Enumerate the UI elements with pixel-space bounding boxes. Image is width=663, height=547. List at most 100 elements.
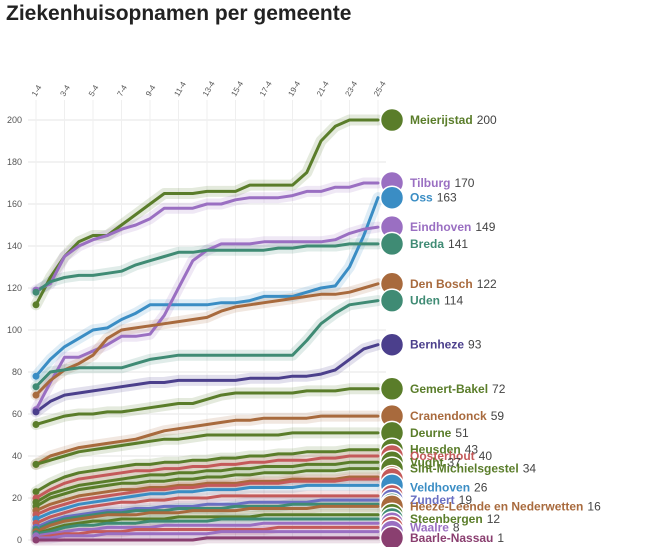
- series-end-label: Gemert-Bakel: [410, 382, 488, 396]
- series-end-value: 37: [448, 455, 462, 469]
- series-end-label: Tilburg: [410, 176, 450, 190]
- series-end-value: 170: [454, 176, 474, 190]
- series-end-label: Vught: [410, 455, 444, 469]
- series-end-value: 141: [448, 237, 468, 251]
- y-axis: 0 20 40 60 80 100 120 140 160 180 200: [7, 115, 22, 545]
- series-line: [34, 431, 380, 466]
- x-tick-label: 23-4: [343, 79, 359, 98]
- series-end-label: Oss: [410, 191, 433, 205]
- chart-title: Ziekenhuisopnamen per gemeente: [6, 2, 352, 25]
- series-line: [34, 530, 380, 540]
- x-tick-label: 19-4: [286, 79, 302, 98]
- series-end-label: Sint-Michielsgestel: [410, 462, 519, 476]
- series-line: [34, 517, 380, 536]
- series-end-marker: [379, 525, 405, 547]
- y-tick-label: 40: [12, 451, 22, 461]
- series-start-point: [32, 460, 40, 468]
- series-end-label: Eindhoven: [410, 220, 471, 234]
- y-tick-label: 160: [7, 199, 22, 209]
- series-line: [34, 387, 380, 426]
- series-end-label: Baarle-Nassau: [410, 531, 493, 545]
- series-end-value: 149: [475, 220, 495, 234]
- y-tick-label: 0: [17, 535, 22, 545]
- series-line: [34, 483, 380, 521]
- series-line: [34, 494, 380, 525]
- series-end-label: Uden: [410, 294, 440, 308]
- series-end-label: Steenbergen: [410, 512, 483, 526]
- x-tick-label: 1-4: [30, 83, 44, 98]
- series-end-value: 200: [477, 113, 497, 127]
- series-line: [34, 504, 380, 534]
- series-line: [34, 525, 380, 540]
- series-start-point: [32, 536, 40, 544]
- series-start-point: [32, 301, 40, 309]
- series-line: [34, 299, 380, 389]
- series-end-value: 114: [444, 294, 463, 308]
- series-end-value: 43: [465, 443, 479, 457]
- series-start-point: [32, 383, 40, 391]
- series-end-value: 40: [479, 449, 493, 463]
- series-end-value: 16: [587, 499, 601, 513]
- series-start-point: [32, 488, 40, 496]
- series-end-value: 1: [497, 531, 504, 545]
- series-lines: [30, 114, 384, 546]
- y-tick-label: 20: [12, 493, 22, 503]
- y-tick-label: 60: [12, 409, 22, 419]
- series-line: [34, 181, 380, 292]
- series-end-marker: [379, 288, 405, 313]
- series-end-marker: [379, 107, 405, 133]
- series-line: [34, 502, 380, 531]
- series-end-label: Heeze-Leende en Nederwetten: [410, 499, 583, 513]
- x-tick-label: 17-4: [258, 79, 274, 98]
- series-end-label: Heusden: [410, 443, 461, 457]
- series-start-point: [32, 408, 40, 416]
- series-line: [34, 282, 380, 397]
- y-tick-label: 180: [7, 157, 22, 167]
- series-end-marker: [379, 185, 405, 210]
- y-tick-label: 200: [7, 115, 22, 125]
- series-start-point: [32, 421, 40, 428]
- series-line: [34, 521, 380, 538]
- x-tick-label: 7-4: [115, 83, 129, 98]
- series-line: [34, 475, 380, 513]
- series-end-value: 26: [474, 481, 488, 495]
- x-tick-label: 9-4: [144, 83, 158, 98]
- x-tick-label: 11-4: [172, 80, 188, 98]
- series-end-label: Breda: [410, 237, 444, 251]
- series-line: [34, 448, 380, 494]
- series-line: [34, 196, 380, 378]
- x-tick-label: 5-4: [87, 83, 101, 98]
- series-end-label: Deurne: [410, 426, 452, 440]
- series-end-value: 12: [487, 512, 501, 526]
- series-line: [34, 536, 380, 542]
- x-tick-label: 25-4: [372, 79, 388, 98]
- x-tick-label: 21-4: [315, 79, 331, 98]
- series-end-value: 72: [492, 382, 506, 396]
- series-line: [34, 343, 380, 414]
- series-line: [34, 414, 380, 466]
- series-end-label: Oosterhout: [410, 449, 475, 463]
- series-start-point: [32, 372, 40, 380]
- y-tick-label: 120: [7, 283, 22, 293]
- series-end-marker: [379, 332, 405, 357]
- y-tick-label: 140: [7, 241, 22, 251]
- y-tick-label: 100: [7, 325, 22, 335]
- series-line: [34, 467, 380, 508]
- series-end-label: Bernheze: [410, 338, 464, 352]
- series-line: [34, 477, 380, 517]
- series-end-value: 93: [468, 338, 482, 352]
- series-end-value: 59: [491, 409, 505, 423]
- series-end-marker: [379, 231, 405, 257]
- series-end-value: 163: [437, 191, 457, 205]
- series-line: [34, 118, 380, 307]
- series-end-label: Meierijstad: [410, 113, 473, 127]
- series-end-label: Den Bosch: [410, 277, 473, 291]
- series-end-value: 34: [523, 462, 537, 476]
- series-end-value: 51: [455, 426, 469, 440]
- series-start-point: [32, 288, 40, 296]
- series-line: [34, 498, 380, 529]
- series-end-label: Cranendonck: [410, 409, 487, 423]
- y-tick-label: 80: [12, 367, 22, 377]
- end-markers: [32, 107, 405, 547]
